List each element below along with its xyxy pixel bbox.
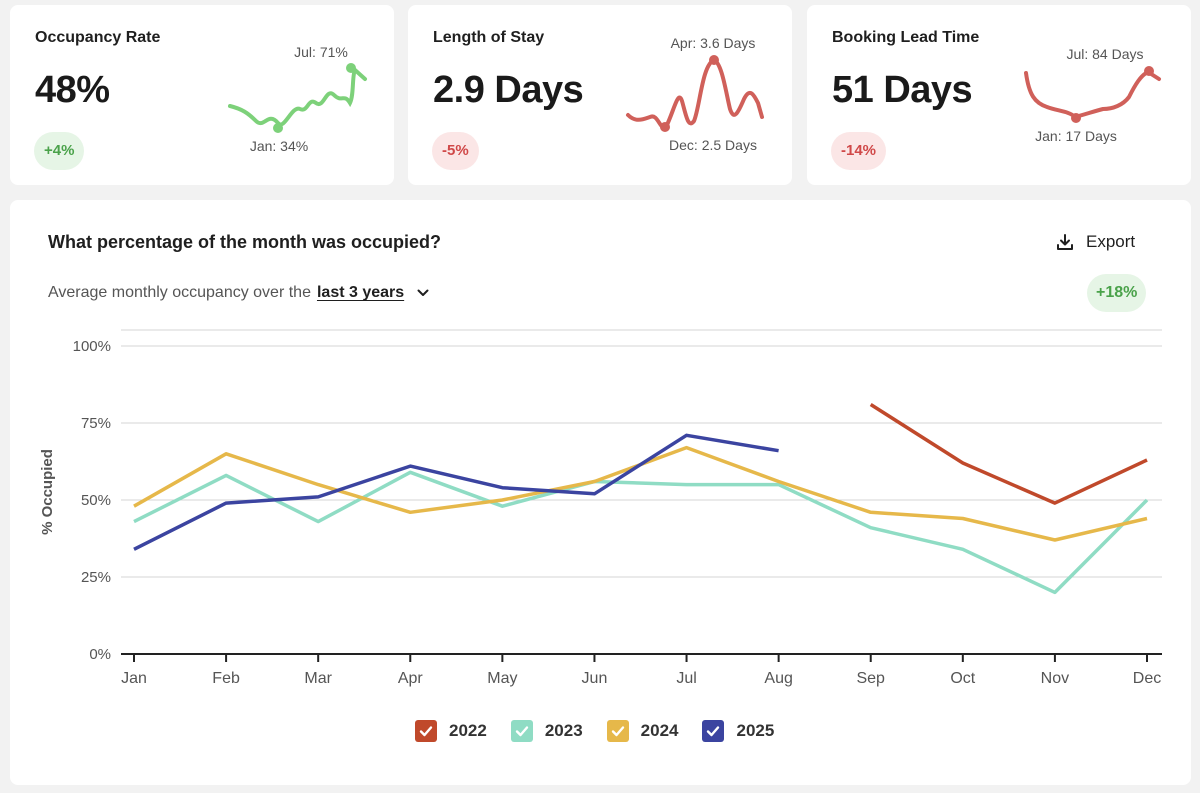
kpi-value: 2.9 Days	[433, 69, 584, 111]
download-icon	[1057, 234, 1073, 250]
series-line-2025	[133, 433, 779, 551]
x-tick-label: Aug	[764, 670, 792, 687]
sparkline-high-label: Apr: 3.6 Days	[671, 35, 756, 51]
sparkline-high-point	[709, 55, 719, 65]
export-label: Export	[1086, 232, 1136, 251]
range-selector[interactable]: last 3 years	[316, 284, 405, 301]
legend-item-2022[interactable]: 2022	[415, 720, 487, 742]
chart-legend: 2022 2023 2024 2025	[415, 720, 774, 742]
x-tick-label: Feb	[212, 670, 240, 687]
checkbox-icon[interactable]	[702, 720, 725, 742]
sparkline-high-point	[346, 63, 356, 73]
kpi-title: Length of Stay	[433, 29, 545, 46]
sparkline-low-point	[273, 123, 283, 133]
overall-change-badge: +18%	[1087, 274, 1147, 312]
kpi-title: Occupancy Rate	[35, 29, 161, 46]
x-tick-label: Jun	[582, 670, 608, 687]
checkbox-icon[interactable]	[510, 720, 533, 742]
booking-lead-time-sparkline: Jul: 84 Days Jan: 17 Days	[1024, 46, 1161, 144]
y-tick-label: 0%	[89, 646, 111, 663]
sparkline-low-label: Jan: 34%	[250, 138, 308, 154]
kpi-card-occupancy: Occupancy Rate 48% +4% Jul: 71% Jan: 34%	[10, 5, 394, 185]
kpi-card-booking-lead-time: Booking Lead Time 51 Days -14% Jul: 84 D…	[807, 5, 1191, 185]
occupancy-chart-card	[10, 200, 1191, 785]
y-tick-label: 75%	[81, 415, 111, 432]
sparkline-low-label: Dec: 2.5 Days	[669, 137, 757, 153]
y-tick-label: 50%	[81, 492, 111, 509]
legend-label: 2023	[544, 721, 583, 740]
chevron-down-icon[interactable]	[414, 284, 432, 302]
kpi-change-badge: -14%	[831, 132, 887, 170]
y-axis-label: % Occupied	[39, 449, 56, 535]
x-tick-label: Nov	[1041, 670, 1069, 687]
x-tick-label: May	[487, 670, 517, 687]
sparkline-low-point	[1071, 113, 1081, 123]
sparkline-low-point	[660, 122, 670, 132]
x-tick-label: Jul	[676, 670, 696, 687]
kpi-change-badge: -5%	[432, 132, 479, 170]
x-tick-label: Dec	[1133, 670, 1161, 687]
y-tick-label: 100%	[73, 338, 111, 355]
legend-item-2024[interactable]: 2024	[606, 720, 679, 742]
kpi-value: 48%	[35, 69, 110, 111]
legend-label: 2024	[640, 721, 679, 740]
legend-item-2025[interactable]: 2025	[702, 720, 774, 742]
checkbox-icon[interactable]	[415, 720, 437, 742]
series-line-2023	[133, 470, 1149, 595]
kpi-card-length-of-stay: Length of Stay 2.9 Days -5% Apr: 3.6 Day…	[408, 5, 792, 185]
kpi-value: 51 Days	[832, 69, 973, 111]
x-tick-label: Sep	[856, 670, 885, 687]
chart-subtitle: Average monthly occupancy over the last …	[48, 284, 432, 302]
legend-item-2023[interactable]: 2023	[510, 720, 583, 742]
x-tick-label: Oct	[950, 670, 975, 687]
series-line-2022	[869, 403, 1148, 505]
chart-title: What percentage of the month was occupie…	[48, 232, 442, 252]
x-tick-label: Apr	[398, 670, 424, 687]
sparkline-low-label: Jan: 17 Days	[1035, 128, 1117, 144]
checkbox-icon[interactable]	[606, 720, 629, 742]
kpi-title: Booking Lead Time	[832, 29, 980, 46]
subtitle-text: Average monthly occupancy over the	[48, 284, 311, 301]
sparkline-path	[228, 66, 367, 127]
kpi-change-badge: +4%	[34, 132, 85, 170]
export-button[interactable]: Export	[1056, 228, 1135, 256]
x-tick-label: Mar	[304, 670, 332, 687]
x-tick-label: Jan	[121, 670, 147, 687]
length-of-stay-sparkline: Apr: 3.6 Days Dec: 2.5 Days	[626, 35, 764, 153]
legend-label: 2025	[736, 721, 775, 740]
legend-label: 2022	[449, 721, 487, 740]
y-tick-label: 25%	[81, 569, 111, 586]
sparkline-path	[626, 57, 764, 130]
sparkline-high-point	[1144, 66, 1154, 76]
series-line-2024	[133, 445, 1148, 542]
sparkline-high-label: Jul: 71%	[294, 44, 348, 60]
occupancy-sparkline: Jul: 71% Jan: 34%	[228, 44, 367, 154]
sparkline-path	[1024, 69, 1161, 120]
sparkline-high-label: Jul: 84 Days	[1066, 46, 1143, 62]
